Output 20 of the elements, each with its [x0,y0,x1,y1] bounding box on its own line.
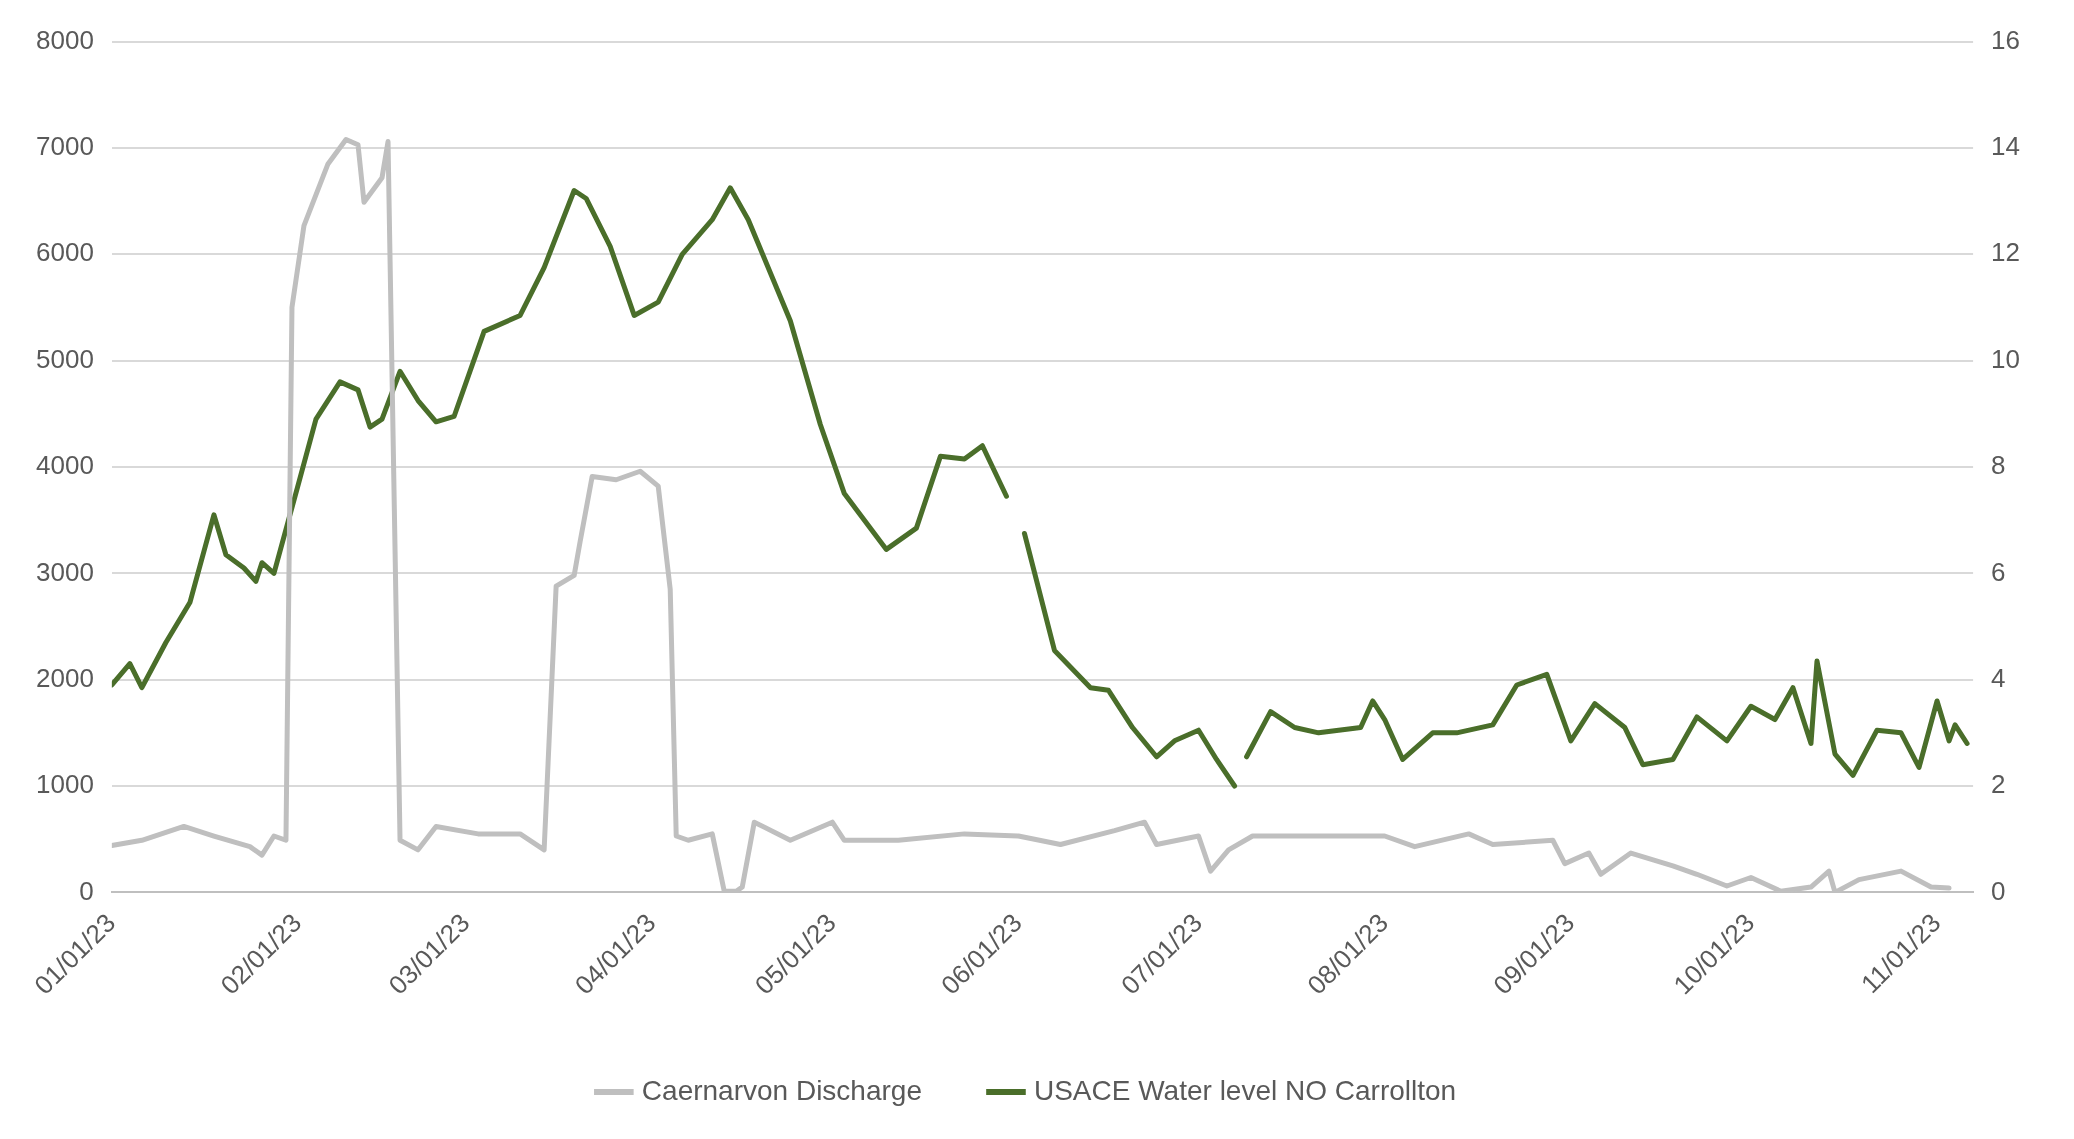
y-tick-label: 3000 [36,556,94,587]
y-tick-label: 7000 [36,131,94,162]
y2-tick-label: 0 [1991,875,2006,906]
y2-tick-label: 12 [1991,237,2020,268]
y2-tick-label: 6 [1991,556,2006,587]
legend-label: Caernarvon Discharge [641,1074,922,1106]
y-tick-label: 2000 [36,662,94,693]
y-tick-label: 6000 [36,237,94,268]
y-tick-label: 4000 [36,450,94,481]
y2-tick-label: 16 [1991,24,2020,55]
y-tick-label: 0 [79,875,94,906]
y2-tick-label: 14 [1991,131,2020,162]
y2-tick-label: 4 [1991,662,2006,693]
y2-tick-label: 10 [1991,343,2020,374]
y2-tick-label: 2 [1991,769,2006,800]
y-tick-label: 5000 [36,343,94,374]
y-tick-label: 8000 [36,24,94,55]
y2-tick-label: 8 [1991,450,2006,481]
legend-label: USACE Water level NO Carrollton [1033,1074,1457,1106]
y-tick-label: 1000 [36,769,94,800]
